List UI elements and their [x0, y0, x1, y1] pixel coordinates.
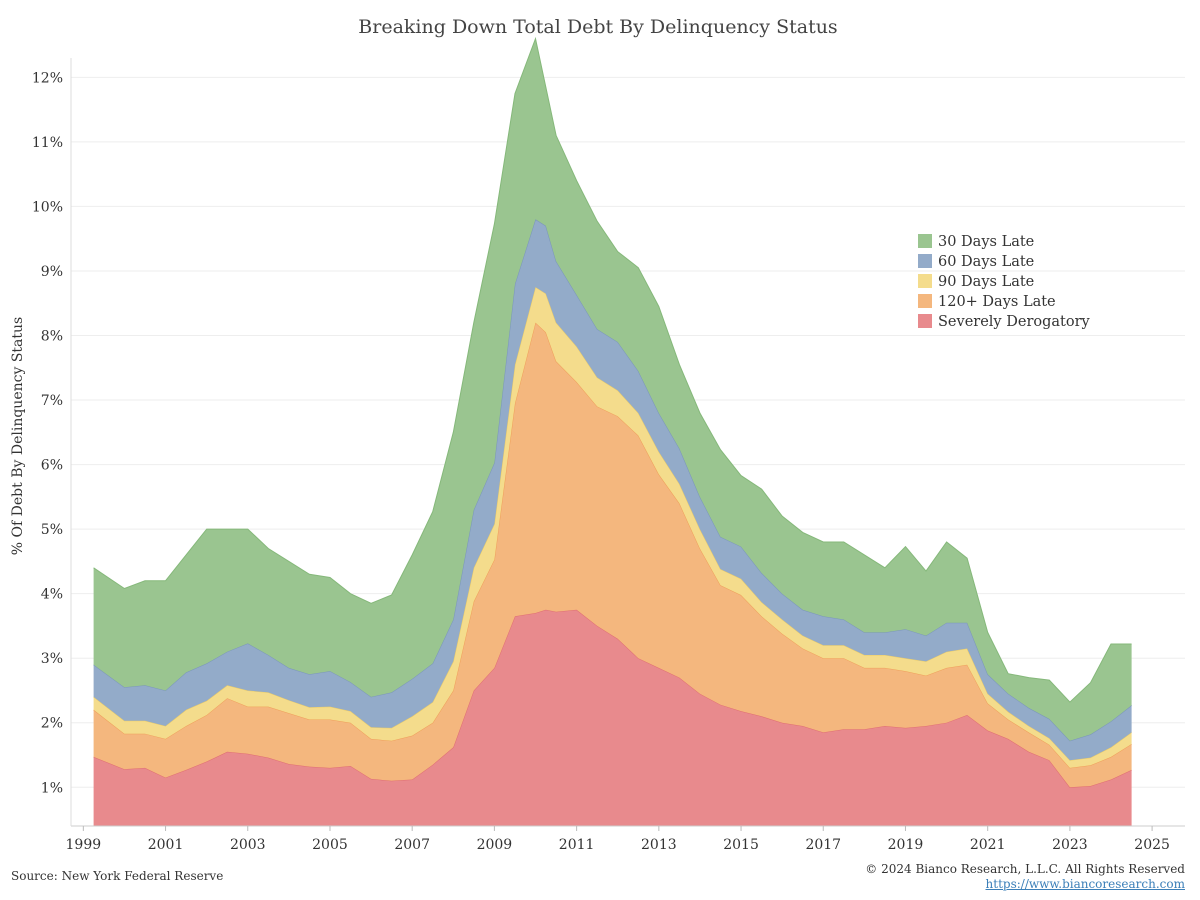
legend-label-60-days-late: 60 Days Late: [938, 254, 1034, 270]
y-tick-label: 10%: [32, 199, 63, 215]
y-axis-label: % Of Debt By Delinquency Status: [10, 317, 26, 555]
area-severely-derogatory: [93, 609, 1132, 826]
y-tick-label: 7%: [41, 393, 63, 409]
copyright-block: © 2024 Bianco Research, L.L.C. All Right…: [865, 862, 1185, 892]
area-30-days-late: [93, 38, 1132, 741]
legend-swatch-120-days-late: [918, 294, 932, 308]
x-tick-label: 2025: [1134, 837, 1170, 853]
chart-title: Breaking Down Total Debt By Delinquency …: [358, 16, 837, 38]
x-tick-label: 2021: [970, 837, 1006, 853]
y-axis-ticks: 1% 2% 3% 4% 5% 6% 7% 8% 9% 10% 11% 12%: [32, 70, 63, 796]
area-edge-30-days-late: [93, 36, 1132, 703]
y-tick-label: 12%: [32, 70, 63, 86]
axes: [70, 58, 1185, 827]
x-tick-label: 2005: [312, 837, 348, 853]
area-120-days-late: [93, 322, 1132, 788]
legend-swatch-30-days-late: [918, 234, 932, 248]
x-axis-ticks: 1999 2001 2003 2005 2007 2009 2011 2013 2015 2017…: [66, 826, 1170, 853]
legend-label-90-days-late: 90 Days Late: [938, 274, 1034, 290]
y-tick-label: 6%: [41, 458, 63, 474]
x-tick-label: 2003: [230, 837, 266, 853]
copyright-text: © 2024 Bianco Research, L.L.C. All Right…: [865, 862, 1185, 876]
x-tick-label: 2011: [559, 837, 595, 853]
legend-label-120-days-late: 120+ Days Late: [938, 294, 1056, 310]
stacked-areas: [93, 36, 1132, 826]
x-tick-label: 2007: [394, 837, 430, 853]
y-tick-label: 4%: [41, 587, 63, 603]
y-tick-label: 11%: [32, 135, 63, 151]
legend-swatch-60-days-late: [918, 254, 932, 268]
y-tick-label: 8%: [41, 329, 63, 345]
source-note: Source: New York Federal Reserve: [11, 869, 224, 883]
legend-label-30-days-late: 30 Days Late: [938, 234, 1034, 250]
x-tick-label: 2023: [1052, 837, 1088, 853]
x-tick-label: 2013: [641, 837, 677, 853]
legend-swatch-90-days-late: [918, 274, 932, 288]
x-tick-label: 1999: [66, 837, 102, 853]
legend-label-severely-derogatory: Severely Derogatory: [938, 314, 1091, 330]
x-tick-label: 2015: [723, 837, 759, 853]
y-tick-label: 9%: [41, 264, 63, 280]
y-tick-label: 2%: [41, 716, 63, 732]
x-tick-label: 2009: [477, 837, 513, 853]
y-tick-label: 5%: [41, 522, 63, 538]
website-link[interactable]: https://www.biancoresearch.com: [985, 877, 1185, 891]
y-tick-label: 3%: [41, 651, 63, 667]
x-tick-label: 2019: [888, 837, 924, 853]
y-tick-label: 1%: [41, 780, 63, 796]
legend-swatch-severely-derogatory: [918, 314, 932, 328]
legend: 30 Days Late 60 Days Late 90 Days Late 120+…: [918, 234, 1091, 330]
x-tick-label: 2017: [805, 837, 841, 853]
area-90-days-late: [93, 287, 1132, 768]
x-tick-label: 2001: [148, 837, 184, 853]
